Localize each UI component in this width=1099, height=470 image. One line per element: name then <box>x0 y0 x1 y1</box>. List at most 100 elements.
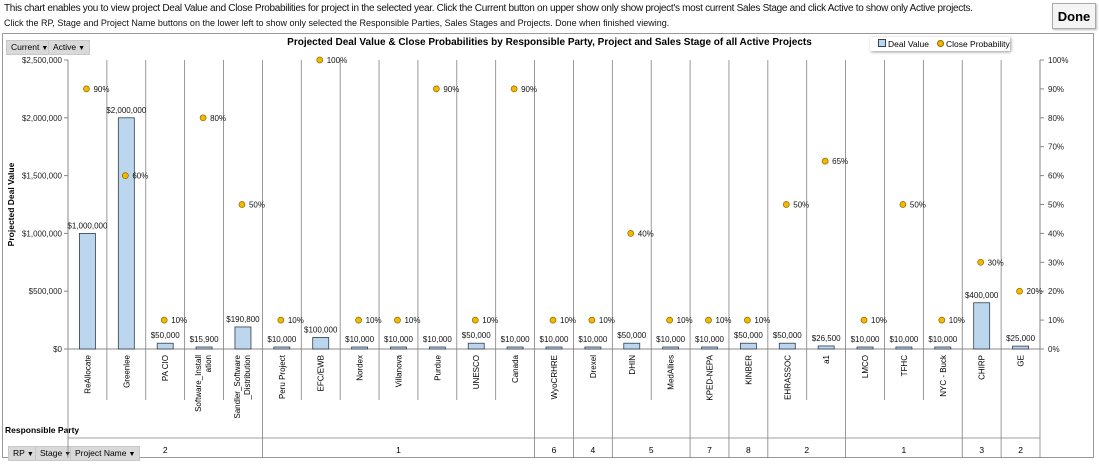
category-label: WyoCRHRE <box>550 355 559 399</box>
close-probability-dot <box>782 201 790 208</box>
y2-tick-label: 50% <box>1048 201 1064 210</box>
category-label: DHIN <box>628 355 637 375</box>
deal-value-label: $400,000 <box>965 291 999 300</box>
category-label: PA CIO <box>161 355 170 381</box>
project-name-filter-button[interactable]: Project Name ▼ <box>70 446 141 461</box>
chart-title: Projected Deal Value & Close Probabiliti… <box>287 37 812 48</box>
group-label: 2 <box>1018 445 1023 455</box>
active-filter-label: Active <box>53 42 77 52</box>
deal-value-bar <box>623 342 641 350</box>
category-label: a1 <box>822 354 831 363</box>
y2-tick-label: 0% <box>1048 345 1060 354</box>
group-label: 1 <box>902 445 907 455</box>
close-probability-dot <box>121 172 129 179</box>
y-tick-label: $500,000 <box>29 287 63 296</box>
project-name-filter-label: Project Name <box>75 448 127 458</box>
deal-value-bar <box>740 342 757 350</box>
category-label: Purdue <box>433 354 442 380</box>
deal-value-label: $50,000 <box>773 331 802 340</box>
deal-value-bar <box>234 326 252 350</box>
category-label: ation <box>204 355 213 372</box>
y2-tick-label: 80% <box>1048 114 1064 123</box>
close-probability-label: 10% <box>599 316 615 325</box>
close-probability-label: 30% <box>988 258 1004 267</box>
y2-tick-label: 90% <box>1048 85 1064 94</box>
close-probability-dot <box>549 316 557 324</box>
category-label: Nordex <box>356 355 365 381</box>
deal-value-bar <box>117 117 135 350</box>
category-label: KPED-NEPA <box>706 354 715 400</box>
close-probability-label: 10% <box>871 316 887 325</box>
y-tick-label: $2,000,000 <box>22 114 63 123</box>
close-probability-label: 10% <box>404 316 420 325</box>
category-label: TFHC <box>900 355 909 377</box>
deal-value-bar <box>973 302 991 350</box>
deal-value-label: $15,900 <box>190 335 219 344</box>
category-label: Villanova <box>394 354 403 387</box>
category-label: NYC - Buck <box>939 354 948 397</box>
deal-value-label: $50,000 <box>734 331 763 340</box>
category-label: Software_Install <box>194 355 203 412</box>
deal-value-bar <box>79 232 96 350</box>
legend-deal-value-label: Deal Value <box>888 39 929 49</box>
close-probability-label: 10% <box>677 316 693 325</box>
close-probability-label: 80% <box>210 114 226 123</box>
deal-value-bar <box>273 346 291 350</box>
close-probability-dot <box>860 316 868 324</box>
deal-value-label: $10,000 <box>656 335 685 344</box>
group-label: 8 <box>746 445 751 455</box>
close-probability-label: 50% <box>793 201 809 210</box>
close-probability-label: 90% <box>521 85 537 94</box>
close-probability-dot <box>277 316 285 324</box>
y2-tick-label: 100% <box>1048 56 1068 65</box>
deal-value-bar <box>662 346 680 350</box>
done-button[interactable]: Done <box>1052 3 1096 29</box>
deal-value-bar <box>895 346 913 350</box>
close-probability-dot <box>316 56 324 64</box>
deal-value-label: $50,000 <box>617 331 646 340</box>
close-probability-dot <box>160 316 168 324</box>
deal-value-bar <box>351 346 369 350</box>
deal-value-bar <box>545 346 563 350</box>
row-field-label: Responsible Party <box>5 425 80 435</box>
deal-value-label: $10,000 <box>501 335 530 344</box>
instructions-line-2: Click the RP, Stage and Project Name but… <box>4 18 670 28</box>
close-probability-label: 20% <box>1027 287 1043 296</box>
dropdown-arrow-icon: ▼ <box>41 45 49 52</box>
instructions-line-1: This chart enables you to view project D… <box>4 3 973 14</box>
y-tick-label: $1,000,000 <box>22 229 63 238</box>
close-probability-label: 10% <box>288 316 304 325</box>
chart-frame <box>2 33 1094 458</box>
deal-value-label: $10,000 <box>540 335 569 344</box>
close-probability-label: 60% <box>132 172 148 181</box>
category-label: KINBER <box>744 355 753 385</box>
close-probability-dot <box>1016 287 1023 295</box>
deal-value-label: $2,000,000 <box>106 106 147 115</box>
deal-value-label: $10,000 <box>423 335 452 344</box>
deal-value-bar <box>1012 345 1029 350</box>
close-probability-dot <box>355 316 362 324</box>
category-label: GE <box>1017 355 1026 367</box>
close-probability-dot <box>394 316 401 324</box>
deal-value-bar <box>195 346 213 350</box>
group-label: 6 <box>552 445 557 455</box>
deal-value-label: $1,000,000 <box>67 221 108 230</box>
chart-legend: Deal Value Close Probability <box>870 37 1010 51</box>
category-label: MedAllies <box>667 355 676 390</box>
bar-swatch-icon <box>878 39 886 47</box>
active-filter-button[interactable]: Active ▼ <box>48 40 91 55</box>
close-probability-label: 90% <box>93 85 109 94</box>
group-label: 2 <box>804 445 809 455</box>
close-probability-dot <box>471 316 479 324</box>
deal-value-label: $10,000 <box>851 335 880 344</box>
deal-value-bar <box>856 346 874 350</box>
close-probability-label: 10% <box>366 316 382 325</box>
deal-value-label: $10,000 <box>267 335 296 344</box>
rp-filter-label: RP <box>13 448 25 458</box>
close-probability-label: 100% <box>327 56 347 65</box>
category-label: ReAllocate <box>83 354 92 393</box>
y2-tick-label: 60% <box>1048 172 1064 181</box>
group-label: 3 <box>979 445 984 455</box>
close-probability-label: 10% <box>560 316 576 325</box>
close-probability-label: 90% <box>443 85 459 94</box>
